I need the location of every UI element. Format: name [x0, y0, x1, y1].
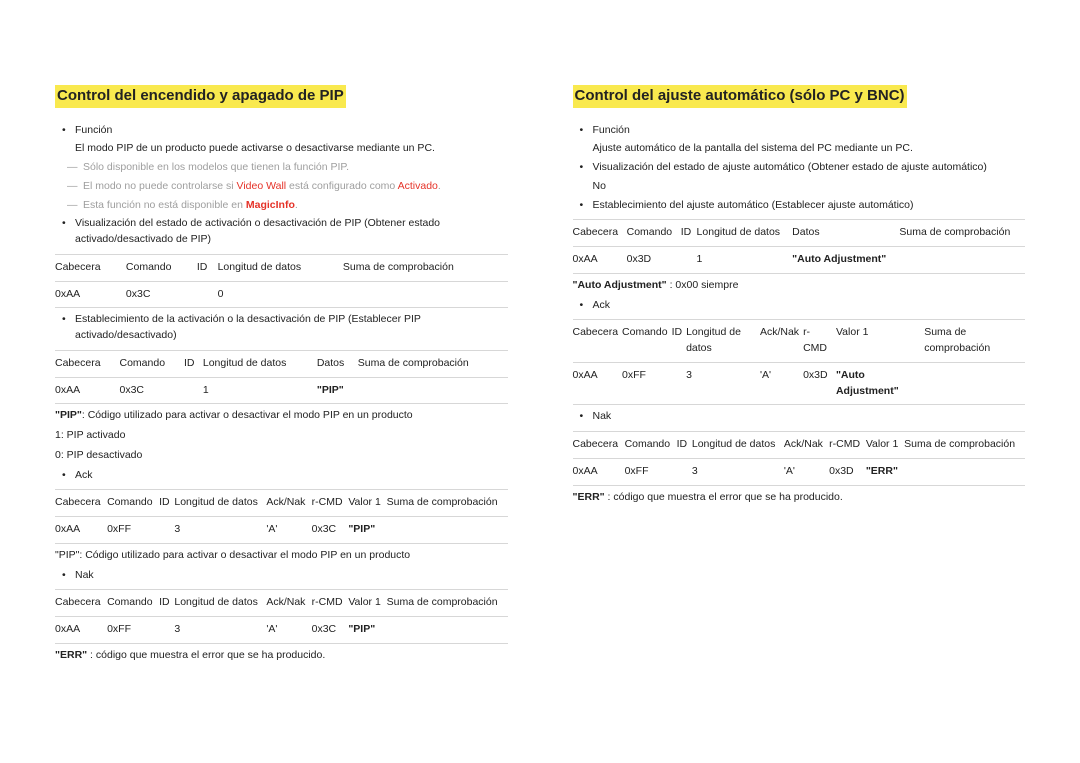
bullet-set: Establecimiento de la activación o la de…	[55, 312, 508, 344]
bullet-ack: Ack	[55, 468, 508, 484]
pip-on: 1: PIP activado	[55, 428, 508, 444]
r-bullet-func: Función	[573, 123, 1026, 139]
r-func-desc: Ajuste automático de la pantalla del sis…	[573, 141, 1026, 157]
pip-off: 0: PIP desactivado	[55, 448, 508, 464]
r-bullet-nak: Nak	[573, 409, 1026, 425]
r-bullet-vis2: Establecimiento del ajuste automático (E…	[573, 198, 1026, 214]
r-auto: "Auto Adjustment" : 0x00 siempre	[573, 278, 1026, 294]
left-table-2: CabeceraComandoIDLongitud de datosDatosS…	[55, 350, 508, 405]
func-desc: El modo PIP de un producto puede activar…	[55, 141, 508, 157]
note-1: Sólo disponible en los modelos que tiene…	[55, 160, 508, 176]
left-table-3: CabeceraComandoIDLongitud de datosAck/Na…	[55, 489, 508, 544]
left-column: Control del encendido y apagado de PIP F…	[55, 85, 508, 668]
left-title: Control del encendido y apagado de PIP	[55, 85, 346, 108]
pip-code-line: "PIP": Código utilizado para activar o d…	[55, 408, 508, 424]
left-table-1: CabeceraComandoIDLongitud de datosSuma d…	[55, 254, 508, 309]
right-column: Control del ajuste automático (sólo PC y…	[573, 85, 1026, 668]
right-table-2: CabeceraComandoIDLongitud de datosAck/Na…	[573, 319, 1026, 405]
note-3: Esta función no está disponible en Magic…	[55, 198, 508, 214]
right-title: Control del ajuste automático (sólo PC y…	[573, 85, 907, 108]
r-err: "ERR" : código que muestra el error que …	[573, 490, 1026, 506]
left-table-4: CabeceraComandoIDLongitud de datosAck/Na…	[55, 589, 508, 644]
right-table-3: CabeceraComandoIDLongitud de datosAck/Na…	[573, 431, 1026, 486]
r-bullet-ack: Ack	[573, 298, 1026, 314]
left-err: "ERR" : código que muestra el error que …	[55, 648, 508, 664]
bullet-vis: Visualización del estado de activación o…	[55, 216, 508, 248]
page: Control del encendido y apagado de PIP F…	[0, 0, 1080, 668]
pip-code-2: "PIP": Código utilizado para activar o d…	[55, 548, 508, 564]
note-2: El modo no puede controlarse si Video Wa…	[55, 179, 508, 195]
r-vis1-no: No	[573, 179, 1026, 195]
bullet-nak: Nak	[55, 568, 508, 584]
bullet-funcion: Función	[55, 123, 508, 139]
right-table-1: CabeceraComandoIDLongitud de datosDatosS…	[573, 219, 1026, 274]
r-bullet-vis1: Visualización del estado de ajuste autom…	[573, 160, 1026, 176]
